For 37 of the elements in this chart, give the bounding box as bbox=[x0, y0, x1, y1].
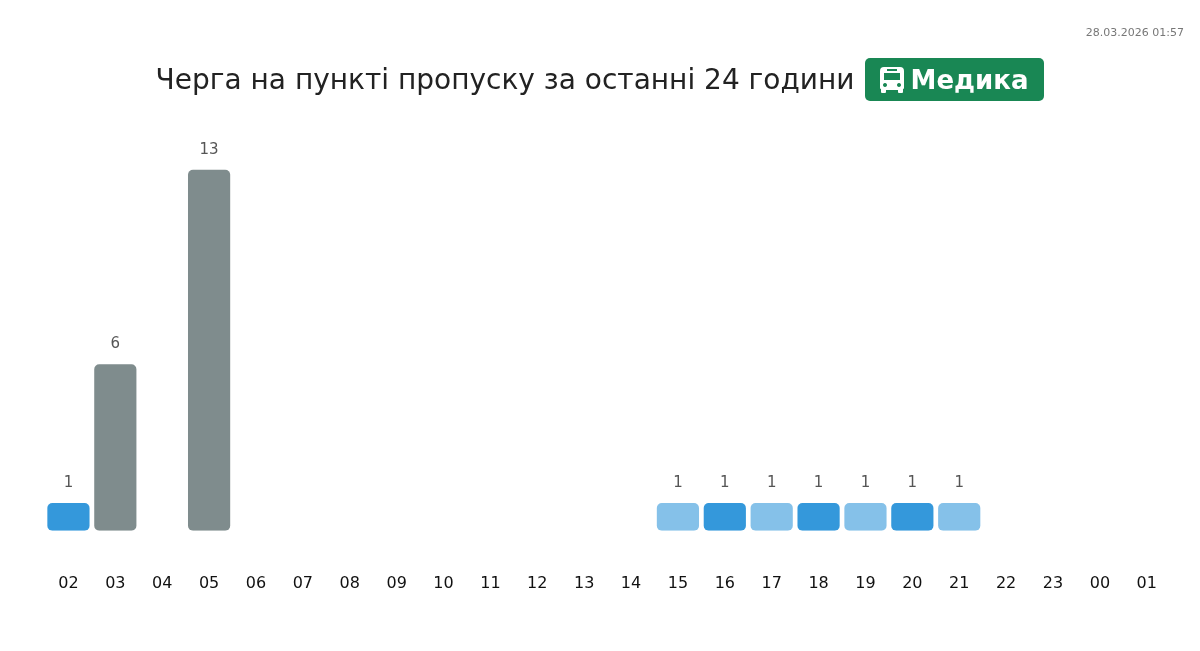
x-tick-label: 18 bbox=[808, 572, 829, 592]
data-label: 1 bbox=[907, 472, 918, 491]
x-tick-label: 22 bbox=[995, 572, 1017, 592]
x-tick-label: 06 bbox=[245, 572, 267, 592]
x-tick-label: 02 bbox=[58, 572, 79, 592]
x-tick-label: 12 bbox=[527, 572, 548, 592]
x-tick-label: 14 bbox=[620, 572, 642, 592]
data-label: 1 bbox=[860, 472, 871, 491]
data-label: 6 bbox=[110, 334, 121, 353]
x-tick-label: 21 bbox=[949, 572, 970, 592]
x-tick-label: 00 bbox=[1089, 572, 1111, 592]
x-tick-label: 15 bbox=[667, 572, 689, 592]
x-tick-label: 09 bbox=[386, 572, 407, 592]
text: 28.03.2026 01:57 bbox=[1085, 26, 1184, 40]
data-label: 1 bbox=[954, 472, 964, 491]
x-tick-label: 04 bbox=[152, 572, 173, 592]
x-tick-label: 07 bbox=[292, 572, 314, 592]
data-label: 13 bbox=[199, 139, 219, 158]
x-tick-label: 16 bbox=[714, 572, 735, 592]
x-tick-label: 13 bbox=[573, 572, 595, 592]
x-tick-label: 10 bbox=[433, 572, 454, 592]
data-label: 1 bbox=[720, 472, 730, 491]
data-label: 1 bbox=[673, 472, 683, 491]
data-label: 1 bbox=[63, 472, 74, 491]
chart-subtitle: Медика bbox=[910, 64, 1029, 95]
x-tick-label: 20 bbox=[902, 572, 923, 592]
x-tick-label: 23 bbox=[1042, 572, 1064, 592]
data-label: 1 bbox=[813, 472, 824, 491]
x-tick-label: 08 bbox=[339, 572, 360, 592]
x-tick-label: 17 bbox=[761, 572, 782, 592]
x-tick-label: 01 bbox=[1136, 572, 1157, 592]
x-tick-label: 03 bbox=[105, 572, 126, 592]
data-label: 1 bbox=[766, 472, 777, 491]
x-tick-label: 11 bbox=[480, 572, 501, 592]
chart-title: Черга на пункті пропуску за останні 24 години bbox=[155, 61, 855, 98]
x-tick-label: 05 bbox=[198, 572, 220, 592]
x-tick-label: 19 bbox=[855, 572, 876, 592]
